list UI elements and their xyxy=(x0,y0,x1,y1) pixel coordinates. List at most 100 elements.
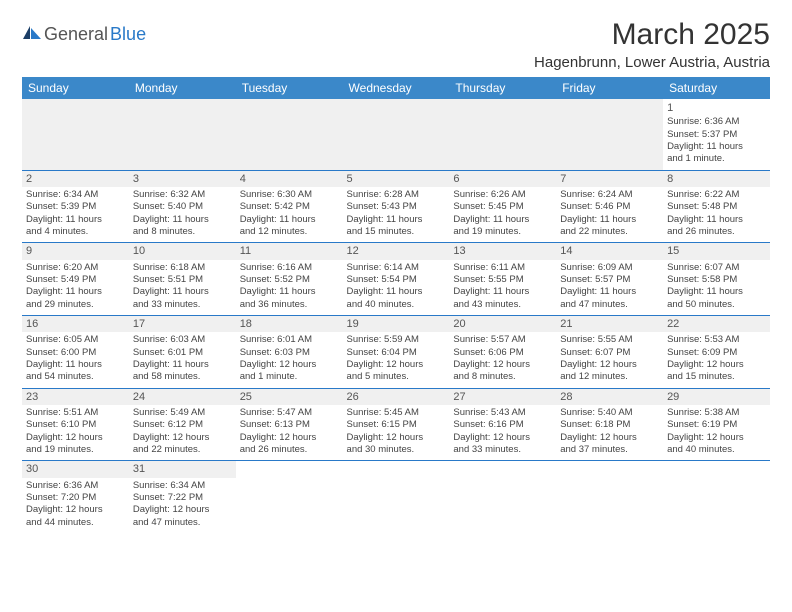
week-row: 16Sunrise: 6:05 AMSunset: 6:00 PMDayligh… xyxy=(22,316,770,389)
day-line: and 44 minutes. xyxy=(26,517,125,529)
day-line: Sunset: 6:13 PM xyxy=(240,419,339,431)
day-cell xyxy=(236,461,343,533)
day-line: Sunset: 5:42 PM xyxy=(240,201,339,213)
day-number: 15 xyxy=(663,243,770,259)
day-cell: 30Sunrise: 6:36 AMSunset: 7:20 PMDayligh… xyxy=(22,461,129,533)
day-line: Daylight: 12 hours xyxy=(667,359,766,371)
day-cell xyxy=(449,99,556,170)
day-line: Sunrise: 5:59 AM xyxy=(347,334,446,346)
day-line: and 43 minutes. xyxy=(453,299,552,311)
day-line: Sunset: 6:15 PM xyxy=(347,419,446,431)
col-saturday: Saturday xyxy=(663,77,770,99)
calendar-table: Sunday Monday Tuesday Wednesday Thursday… xyxy=(22,77,770,533)
day-cell: 3Sunrise: 6:32 AMSunset: 5:40 PMDaylight… xyxy=(129,170,236,243)
day-line: Daylight: 12 hours xyxy=(560,359,659,371)
day-line: Daylight: 11 hours xyxy=(560,286,659,298)
day-cell: 11Sunrise: 6:16 AMSunset: 5:52 PMDayligh… xyxy=(236,243,343,316)
day-cell: 31Sunrise: 6:34 AMSunset: 7:22 PMDayligh… xyxy=(129,461,236,533)
day-cell: 21Sunrise: 5:55 AMSunset: 6:07 PMDayligh… xyxy=(556,316,663,389)
day-line: and 33 minutes. xyxy=(133,299,232,311)
day-number: 2 xyxy=(22,171,129,187)
day-line: Sunset: 7:20 PM xyxy=(26,492,125,504)
day-number: 25 xyxy=(236,389,343,405)
day-cell: 17Sunrise: 6:03 AMSunset: 6:01 PMDayligh… xyxy=(129,316,236,389)
day-line: Sunrise: 6:14 AM xyxy=(347,262,446,274)
day-line: Daylight: 11 hours xyxy=(240,214,339,226)
day-line: Sunset: 5:46 PM xyxy=(560,201,659,213)
day-line: Sunset: 6:07 PM xyxy=(560,347,659,359)
day-line: Sunrise: 5:38 AM xyxy=(667,407,766,419)
day-cell: 28Sunrise: 5:40 AMSunset: 6:18 PMDayligh… xyxy=(556,388,663,461)
day-cell: 7Sunrise: 6:24 AMSunset: 5:46 PMDaylight… xyxy=(556,170,663,243)
day-line: Sunset: 6:01 PM xyxy=(133,347,232,359)
day-line: Daylight: 11 hours xyxy=(26,359,125,371)
day-line: Daylight: 11 hours xyxy=(667,214,766,226)
day-cell xyxy=(236,99,343,170)
day-line: and 1 minute. xyxy=(667,153,766,165)
day-line: and 30 minutes. xyxy=(347,444,446,456)
day-line: and 58 minutes. xyxy=(133,371,232,383)
day-cell: 12Sunrise: 6:14 AMSunset: 5:54 PMDayligh… xyxy=(343,243,450,316)
day-line: Sunrise: 6:20 AM xyxy=(26,262,125,274)
day-number: 16 xyxy=(22,316,129,332)
day-number: 29 xyxy=(663,389,770,405)
day-line: and 26 minutes. xyxy=(667,226,766,238)
day-line: Daylight: 12 hours xyxy=(133,432,232,444)
day-number: 30 xyxy=(22,461,129,477)
day-line: and 40 minutes. xyxy=(667,444,766,456)
day-number: 17 xyxy=(129,316,236,332)
day-number: 11 xyxy=(236,243,343,259)
day-number: 6 xyxy=(449,171,556,187)
day-cell: 10Sunrise: 6:18 AMSunset: 5:51 PMDayligh… xyxy=(129,243,236,316)
day-line: and 47 minutes. xyxy=(133,517,232,529)
day-cell: 23Sunrise: 5:51 AMSunset: 6:10 PMDayligh… xyxy=(22,388,129,461)
day-line: Sunset: 5:51 PM xyxy=(133,274,232,286)
day-line: and 1 minute. xyxy=(240,371,339,383)
day-line: Sunrise: 6:18 AM xyxy=(133,262,232,274)
day-cell: 16Sunrise: 6:05 AMSunset: 6:00 PMDayligh… xyxy=(22,316,129,389)
day-line: and 33 minutes. xyxy=(453,444,552,456)
day-line: Sunset: 5:40 PM xyxy=(133,201,232,213)
day-line: Sunrise: 6:34 AM xyxy=(133,480,232,492)
day-line: Sunset: 6:19 PM xyxy=(667,419,766,431)
day-line: Sunset: 6:18 PM xyxy=(560,419,659,431)
header: GeneralBlue March 2025 Hagenbrunn, Lower… xyxy=(22,18,770,71)
day-line: Sunset: 5:39 PM xyxy=(26,201,125,213)
day-line: and 47 minutes. xyxy=(560,299,659,311)
day-line: and 12 minutes. xyxy=(560,371,659,383)
header-row: Sunday Monday Tuesday Wednesday Thursday… xyxy=(22,77,770,99)
day-cell: 29Sunrise: 5:38 AMSunset: 6:19 PMDayligh… xyxy=(663,388,770,461)
day-line: Daylight: 11 hours xyxy=(133,359,232,371)
day-cell: 9Sunrise: 6:20 AMSunset: 5:49 PMDaylight… xyxy=(22,243,129,316)
day-cell xyxy=(22,99,129,170)
day-line: Daylight: 12 hours xyxy=(560,432,659,444)
day-line: Sunrise: 6:22 AM xyxy=(667,189,766,201)
day-line: Sunset: 6:06 PM xyxy=(453,347,552,359)
day-number: 13 xyxy=(449,243,556,259)
week-row: 1Sunrise: 6:36 AMSunset: 5:37 PMDaylight… xyxy=(22,99,770,170)
day-line: Daylight: 11 hours xyxy=(347,286,446,298)
day-line: and 19 minutes. xyxy=(453,226,552,238)
day-line: and 15 minutes. xyxy=(347,226,446,238)
day-cell xyxy=(663,461,770,533)
logo-icon xyxy=(22,24,42,45)
day-line: Sunrise: 6:16 AM xyxy=(240,262,339,274)
day-line: Daylight: 11 hours xyxy=(240,286,339,298)
day-line: Sunset: 5:49 PM xyxy=(26,274,125,286)
day-line: Daylight: 12 hours xyxy=(240,359,339,371)
day-cell: 6Sunrise: 6:26 AMSunset: 5:45 PMDaylight… xyxy=(449,170,556,243)
day-line: Daylight: 11 hours xyxy=(667,141,766,153)
title-block: March 2025 Hagenbrunn, Lower Austria, Au… xyxy=(534,18,770,71)
day-line: Sunset: 5:48 PM xyxy=(667,201,766,213)
day-cell: 27Sunrise: 5:43 AMSunset: 6:16 PMDayligh… xyxy=(449,388,556,461)
day-line: Sunrise: 6:28 AM xyxy=(347,189,446,201)
day-number: 22 xyxy=(663,316,770,332)
day-cell: 25Sunrise: 5:47 AMSunset: 6:13 PMDayligh… xyxy=(236,388,343,461)
day-line: Sunrise: 5:55 AM xyxy=(560,334,659,346)
day-line: Sunset: 6:12 PM xyxy=(133,419,232,431)
day-line: Sunset: 5:54 PM xyxy=(347,274,446,286)
day-cell: 5Sunrise: 6:28 AMSunset: 5:43 PMDaylight… xyxy=(343,170,450,243)
col-wednesday: Wednesday xyxy=(343,77,450,99)
day-line: Sunset: 7:22 PM xyxy=(133,492,232,504)
day-line: Sunrise: 6:11 AM xyxy=(453,262,552,274)
